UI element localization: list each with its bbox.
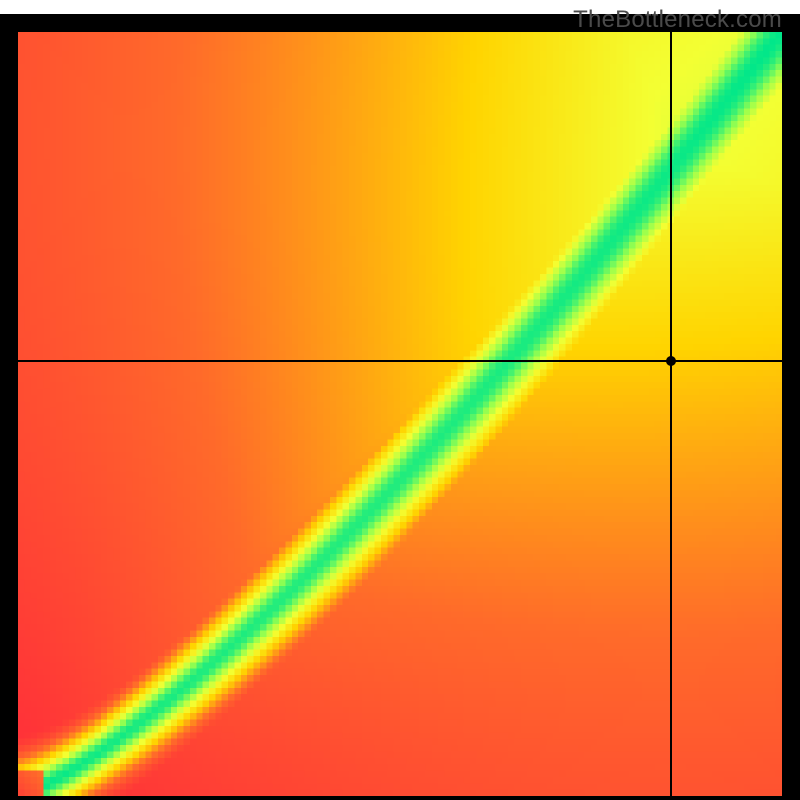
plot-border-left [0, 14, 18, 800]
crosshair-vertical [670, 32, 672, 796]
plot-border-bottom [0, 796, 800, 800]
plot-border-right [782, 14, 800, 800]
watermark-text: TheBottleneck.com [573, 6, 782, 34]
crosshair-marker [666, 356, 676, 366]
heatmap-canvas [18, 32, 782, 796]
chart-container: TheBottleneck.com [0, 0, 800, 800]
